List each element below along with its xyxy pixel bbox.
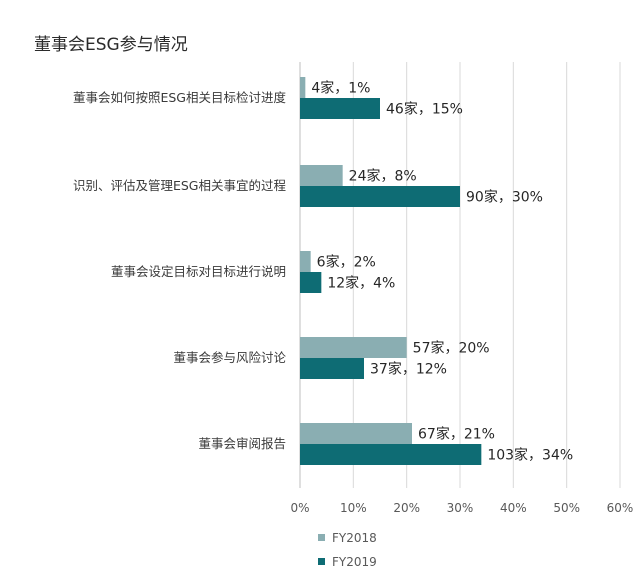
legend-item-fy2019: FY2019 bbox=[318, 551, 377, 572]
data-label: 67家，21% bbox=[418, 426, 495, 443]
bar-fy2018 bbox=[300, 77, 306, 98]
data-label: 6家，2% bbox=[317, 254, 376, 271]
x-tick-label: 60% bbox=[607, 501, 634, 515]
bar-fy2019 bbox=[300, 272, 322, 293]
bar-fy2019 bbox=[300, 358, 364, 379]
data-label: 4家，1% bbox=[311, 80, 370, 97]
bar-fy2018 bbox=[300, 165, 343, 186]
category-label: 董事会审阅报告 bbox=[198, 436, 286, 451]
data-label: 24家，8% bbox=[349, 168, 417, 185]
legend-item-fy2018: FY2018 bbox=[318, 527, 377, 548]
category-label: 识别、评估及管理ESG相关事宜的过程 bbox=[73, 178, 287, 193]
x-tick-label: 30% bbox=[447, 501, 474, 515]
x-tick-label: 10% bbox=[340, 501, 367, 515]
legend-label-fy2019: FY2019 bbox=[332, 554, 377, 569]
data-label: 103家，34% bbox=[487, 447, 573, 464]
bar-fy2018 bbox=[300, 423, 412, 444]
category-label: 董事会参与风险讨论 bbox=[173, 350, 286, 365]
data-label: 90家，30% bbox=[466, 189, 543, 206]
bar-fy2019 bbox=[300, 186, 460, 207]
x-tick-label: 50% bbox=[553, 501, 580, 515]
data-label: 12家，4% bbox=[327, 275, 395, 292]
data-label: 46家，15% bbox=[386, 101, 463, 118]
x-tick-label: 0% bbox=[290, 501, 309, 515]
data-label: 57家，20% bbox=[413, 340, 490, 357]
legend-swatch-fy2018 bbox=[318, 534, 325, 541]
legend: FY2018 FY2019 bbox=[318, 527, 377, 575]
bar-fy2019 bbox=[300, 98, 380, 119]
bar-fy2018 bbox=[300, 251, 311, 272]
chart-title: 董事会ESG参与情况 bbox=[34, 35, 188, 55]
x-tick-label: 20% bbox=[393, 501, 420, 515]
legend-swatch-fy2019 bbox=[318, 558, 325, 565]
bar-fy2018 bbox=[300, 337, 407, 358]
legend-label-fy2018: FY2018 bbox=[332, 530, 377, 545]
bar-fy2019 bbox=[300, 444, 482, 465]
category-label: 董事会如何按照ESG相关目标检讨进度 bbox=[73, 90, 287, 105]
data-label: 37家，12% bbox=[370, 361, 447, 378]
category-label: 董事会设定目标对目标进行说明 bbox=[111, 264, 286, 279]
x-tick-label: 40% bbox=[500, 501, 527, 515]
